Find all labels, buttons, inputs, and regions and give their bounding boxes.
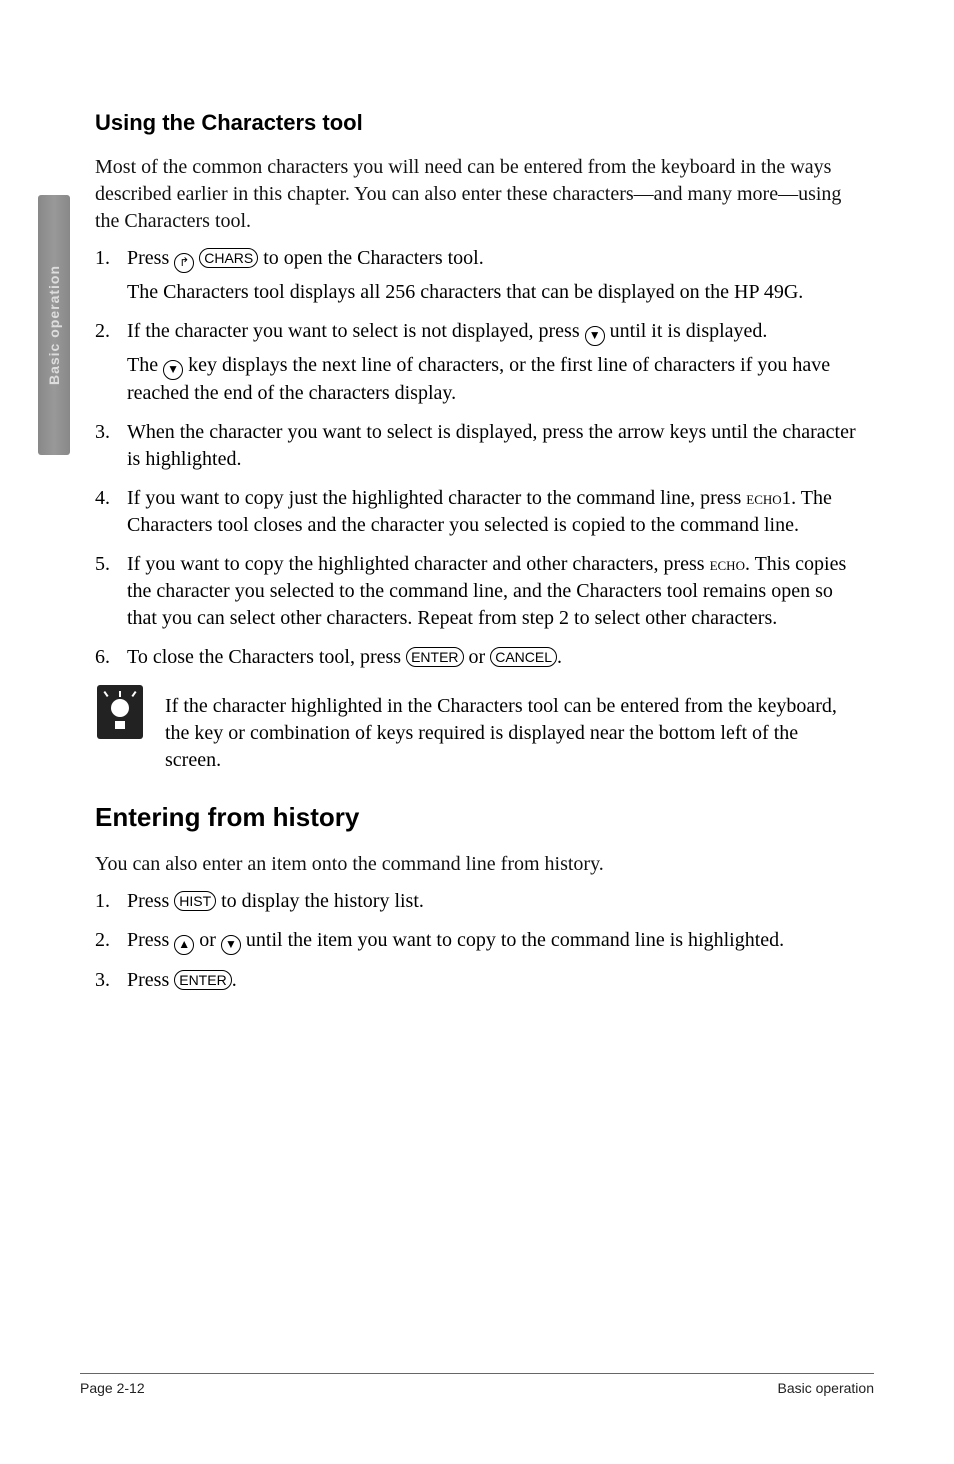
tip-block: If the character highlighted in the Char… — [95, 685, 864, 774]
section2-intro: You can also enter an item onto the comm… — [95, 851, 864, 878]
up-key-icon: ▲ — [174, 935, 194, 955]
step2-sub: The ▼ key displays the next line of char… — [127, 352, 864, 407]
step6-b: or — [464, 646, 491, 668]
step1-a: Press — [127, 247, 174, 269]
footer-right: Basic operation — [777, 1380, 874, 1396]
hist-step-2: Press ▲ or ▼ until the item you want to … — [95, 927, 864, 955]
step2-b: until it is displayed. — [605, 320, 768, 342]
h-step2-a: Press — [127, 929, 174, 951]
enter-key-icon: ENTER — [406, 647, 463, 667]
section1-steps: Press ↱ CHARS to open the Characters too… — [95, 245, 864, 671]
down-key-icon: ▼ — [163, 360, 183, 380]
page-footer: Page 2-12 Basic operation — [80, 1373, 874, 1396]
h-step3-b: . — [232, 969, 237, 991]
step1-b: to open the Characters tool. — [258, 247, 484, 269]
step-6: To close the Characters tool, press ENTE… — [95, 644, 864, 671]
cancel-key-icon: CANCEL — [490, 647, 557, 667]
hist-step-1: Press HIST to display the history list. — [95, 888, 864, 915]
h-step1-a: Press — [127, 890, 174, 912]
step2-sub-a: The — [127, 354, 163, 376]
section2-steps: Press HIST to display the history list. … — [95, 888, 864, 994]
tip-text: If the character highlighted in the Char… — [165, 685, 864, 774]
step2-sub-b: key displays the next line of characters… — [127, 354, 830, 404]
step-5: If you want to copy the highlighted char… — [95, 551, 864, 632]
step-2: If the character you want to select is n… — [95, 318, 864, 407]
section1-intro: Most of the common characters you will n… — [95, 154, 864, 235]
h-step3-a: Press — [127, 969, 174, 991]
chars-key-icon: CHARS — [199, 248, 258, 268]
hist-step-3: Press ENTER. — [95, 967, 864, 994]
step6-c: . — [557, 646, 562, 668]
shift-key-icon: ↱ — [174, 253, 194, 273]
section2-title: Entering from history — [95, 802, 864, 833]
step1-sub: The Characters tool displays all 256 cha… — [127, 279, 864, 306]
step5-a: If you want to copy the highlighted char… — [127, 553, 710, 575]
enter-key-icon: ENTER — [174, 970, 231, 990]
step6-a: To close the Characters tool, press — [127, 646, 406, 668]
echo-label: echo — [710, 554, 745, 575]
step-3: When the character you want to select is… — [95, 419, 864, 473]
hist-key-icon: HIST — [174, 891, 216, 911]
down-key-icon: ▼ — [221, 935, 241, 955]
down-key-icon: ▼ — [585, 326, 605, 346]
step4-a: If you want to copy just the highlighted… — [127, 487, 746, 509]
h-step2-b: or — [194, 929, 221, 951]
step-4: If you want to copy just the highlighted… — [95, 485, 864, 539]
h-step1-b: to display the history list. — [216, 890, 424, 912]
section1-title: Using the Characters tool — [95, 110, 864, 136]
lightbulb-icon — [97, 685, 143, 739]
footer-left: Page 2-12 — [80, 1380, 145, 1396]
step2-a: If the character you want to select is n… — [127, 320, 585, 342]
echo1-label: echo1 — [746, 488, 791, 509]
page-content: Using the Characters tool Most of the co… — [0, 0, 954, 1464]
h-step2-c: until the item you want to copy to the c… — [241, 929, 784, 951]
step-1: Press ↱ CHARS to open the Characters too… — [95, 245, 864, 306]
